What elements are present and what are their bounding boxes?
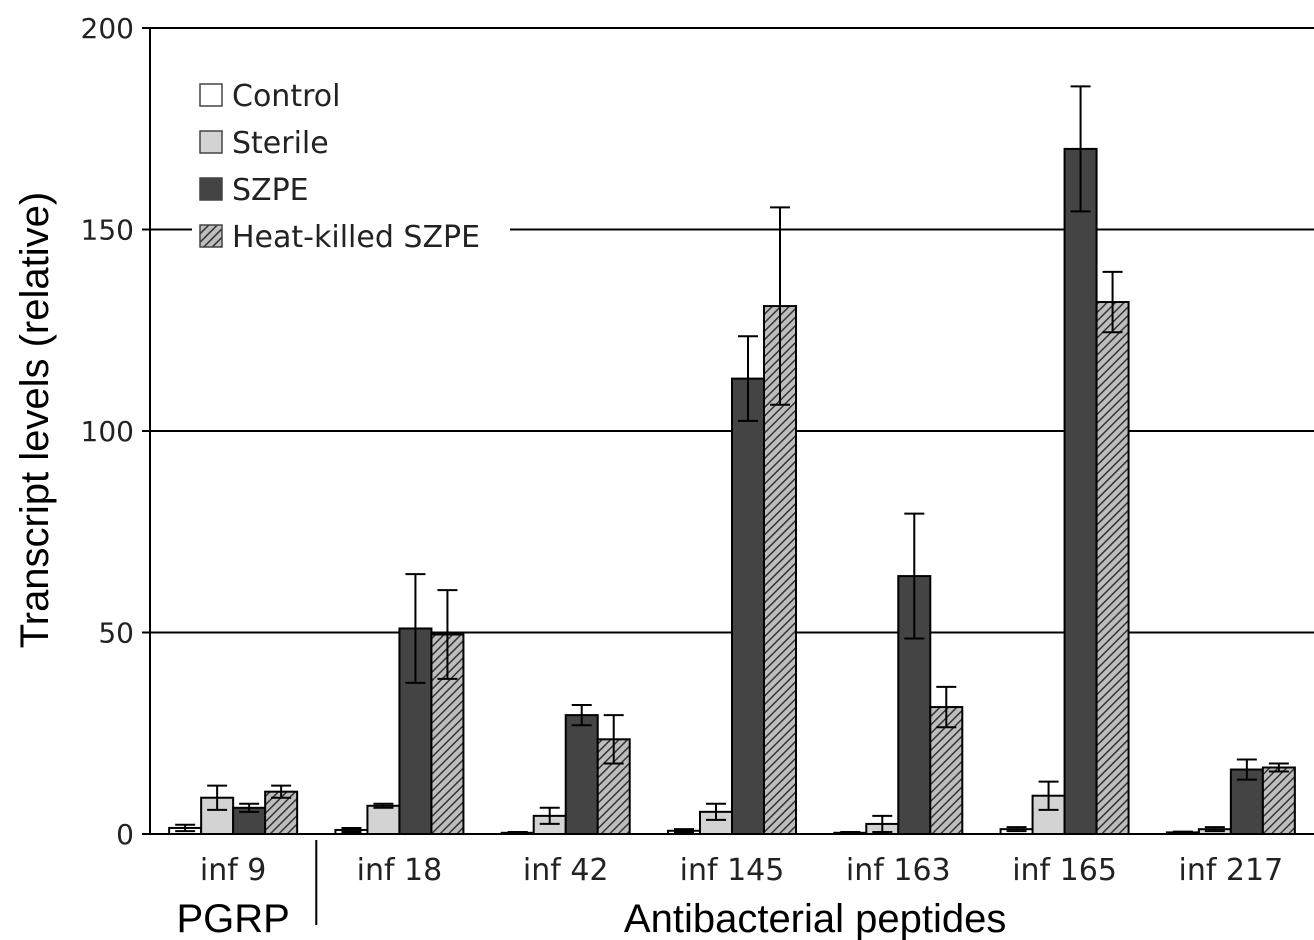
bar-heat-killed-szpe-inf165 <box>1095 301 1130 836</box>
legend-swatch <box>199 177 223 201</box>
legend-swatch <box>199 224 223 248</box>
group-label: PGRP <box>176 897 289 940</box>
legend-background <box>192 66 510 258</box>
legend-label: Control <box>232 79 340 114</box>
bar-szpe-inf165 <box>1063 147 1098 835</box>
y-tick-label: 100 <box>81 415 134 448</box>
bars <box>168 147 1296 836</box>
bar-szpe-inf42 <box>564 714 599 835</box>
bar-heat-killed-szpe-inf163 <box>929 706 964 835</box>
y-tick-label: 200 <box>81 12 134 45</box>
legend-label: Sterile <box>232 126 329 161</box>
y-tick-label: 150 <box>81 214 134 247</box>
legend-swatch <box>199 130 223 154</box>
x-tick-label: inf 9 <box>200 853 267 888</box>
legend: Control Sterile SZPE Heat-killed SZPE <box>192 66 510 258</box>
x-tick-label: inf 145 <box>680 853 785 888</box>
x-tick-label: inf 18 <box>357 853 443 888</box>
labels: Transcript levels (relative) 0 50 100 150 20… <box>13 12 1283 940</box>
bar-sterile-inf18 <box>366 804 401 835</box>
y-tick-label: 0 <box>116 818 134 851</box>
bar-heat-killed-szpe-inf217 <box>1261 766 1296 836</box>
x-tick-label: inf 42 <box>523 853 609 888</box>
y-tick-label: 50 <box>98 617 134 650</box>
error-bars <box>175 85 1289 835</box>
group-label: Antibacterial peptides <box>624 897 1006 940</box>
x-tick-label: inf 165 <box>1012 853 1117 888</box>
legend-label: Heat-killed SZPE <box>232 220 480 255</box>
legend-swatch <box>199 83 223 107</box>
bar-szpe-inf145 <box>731 377 765 835</box>
x-tick-label: inf 163 <box>846 853 951 888</box>
y-axis-title: Transcript levels (relative) <box>13 192 57 648</box>
x-tick-label: inf 217 <box>1178 853 1283 888</box>
legend-label: SZPE <box>232 173 309 208</box>
